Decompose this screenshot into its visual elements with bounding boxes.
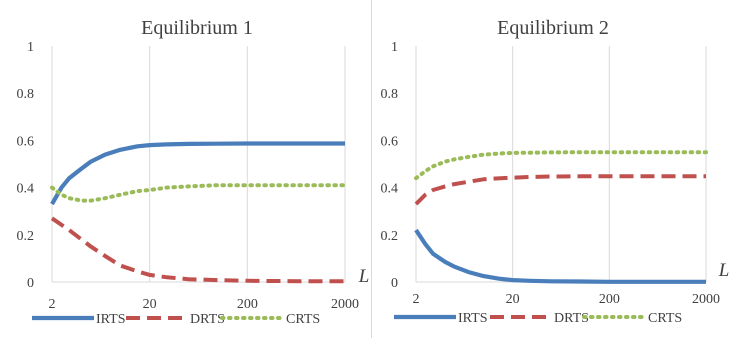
y-tick-label: 0 bbox=[391, 276, 398, 291]
x-tick-label: 2000 bbox=[692, 292, 720, 307]
series-line-drts bbox=[50, 216, 345, 284]
legend-label-drts: DRTS bbox=[190, 312, 225, 327]
x-tick-label: 20 bbox=[506, 292, 520, 307]
chart-panel-equilibrium-2: Equilibrium 2 0 0.2 0.4 0.6 0.8 1 2 20 200 2000 L IR… bbox=[372, 0, 729, 338]
x-axis-label: L bbox=[358, 266, 370, 287]
y-tick-label: 0.2 bbox=[17, 229, 35, 244]
y-tick-label: 0.6 bbox=[17, 134, 35, 149]
y-tick-label: 0.4 bbox=[17, 182, 35, 197]
legend-label-drts: DRTS bbox=[554, 311, 589, 326]
gridlines bbox=[51, 46, 346, 282]
y-tick-label: 0.8 bbox=[381, 87, 399, 102]
y-tick-label: 0.8 bbox=[17, 87, 35, 102]
x-tick-label: 200 bbox=[599, 292, 620, 307]
y-tick-label: 1 bbox=[27, 40, 34, 55]
x-tick-label: 2 bbox=[49, 297, 56, 312]
legend-label-crts: CRTS bbox=[286, 312, 320, 327]
series-line-drts bbox=[414, 174, 706, 206]
legend-label-crts: CRTS bbox=[648, 311, 682, 326]
chart-panel-equilibrium-1: Equilibrium 1 0 0.2 0.4 0.6 0.8 1 2 20 200 2000 L IR… bbox=[17, 0, 372, 338]
chart-equilibrium-1: Equilibrium 1 0 0.2 0.4 0.6 0.8 1 2 20 200 2000 L IR… bbox=[17, 17, 370, 327]
x-tick-label: 200 bbox=[237, 297, 258, 312]
legend-label-irts: IRTS bbox=[96, 312, 126, 327]
chart-equilibrium-2: Equilibrium 2 0 0.2 0.4 0.6 0.8 1 2 20 200 2000 L IR… bbox=[381, 17, 729, 326]
y-tick-label: 0.6 bbox=[381, 134, 399, 149]
y-tick-label: 0.4 bbox=[381, 182, 399, 197]
y-tick-label: 1 bbox=[391, 40, 398, 55]
series-line-crts bbox=[414, 150, 708, 181]
chart-title: Equilibrium 2 bbox=[497, 17, 609, 39]
y-tick-label: 0 bbox=[27, 276, 34, 291]
x-tick-label: 2000 bbox=[331, 297, 359, 312]
x-tick-label: 20 bbox=[143, 297, 157, 312]
legend: IRTS DRTS CRTS bbox=[32, 312, 320, 327]
series-line-irts bbox=[50, 141, 345, 206]
series-line-crts bbox=[50, 183, 347, 203]
legend: IRTS DRTS CRTS bbox=[394, 311, 682, 326]
gridlines bbox=[415, 46, 707, 282]
x-axis-label: L bbox=[718, 260, 729, 281]
chart-title: Equilibrium 1 bbox=[141, 17, 253, 39]
y-tick-label: 0.2 bbox=[381, 229, 399, 244]
x-tick-label: 2 bbox=[413, 292, 420, 307]
legend-label-irts: IRTS bbox=[458, 311, 488, 326]
series-line-irts bbox=[414, 228, 706, 284]
